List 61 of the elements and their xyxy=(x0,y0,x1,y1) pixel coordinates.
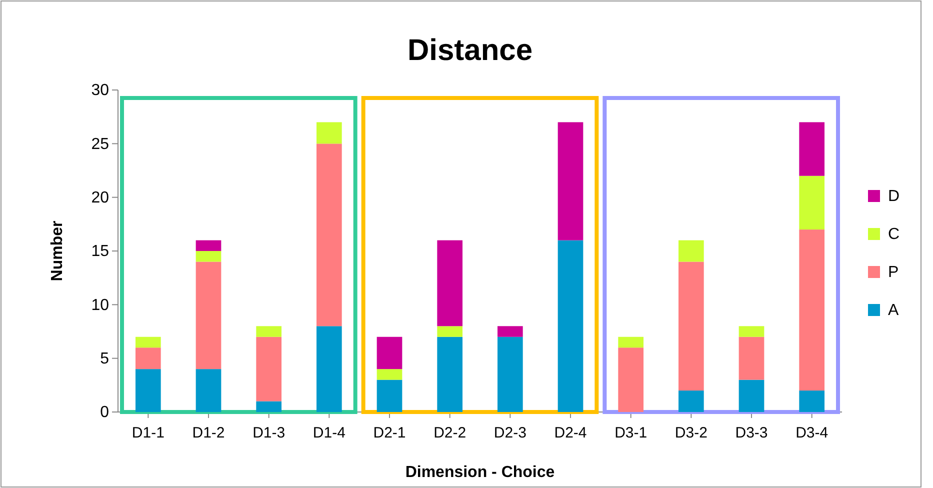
bar xyxy=(497,336,523,412)
x-tick-label: D1-2 xyxy=(192,424,225,442)
legend-label: P xyxy=(888,264,899,281)
x-tick-label: D1-3 xyxy=(252,424,286,442)
bar xyxy=(376,336,402,370)
bar xyxy=(678,262,704,391)
bar xyxy=(618,336,644,348)
x-tick-label: D3-3 xyxy=(735,424,768,442)
bar xyxy=(316,326,342,412)
bar xyxy=(376,380,402,412)
y-tick-label: 10 xyxy=(91,296,110,314)
y-tick-label: 20 xyxy=(91,189,110,206)
bar xyxy=(135,336,161,348)
bar xyxy=(256,336,282,402)
bar xyxy=(558,122,584,240)
bar xyxy=(196,251,222,262)
bar xyxy=(256,401,282,412)
bar xyxy=(738,326,764,337)
legend-label: D xyxy=(888,188,900,205)
bar xyxy=(196,240,222,251)
bar xyxy=(497,326,523,337)
bar xyxy=(799,122,825,176)
x-tick-label: D3-2 xyxy=(674,424,708,442)
bar xyxy=(437,336,463,412)
bar xyxy=(799,176,825,230)
y-tick-label: 30 xyxy=(91,82,110,100)
bar xyxy=(437,326,463,337)
bar xyxy=(437,240,463,326)
x-tick-label: D2-3 xyxy=(494,424,526,442)
x-tick-label: D2-1 xyxy=(373,424,406,442)
y-tick-label: 15 xyxy=(91,243,110,260)
bar xyxy=(738,380,764,412)
bar xyxy=(135,369,161,412)
legend-label: A xyxy=(888,302,899,319)
x-tick-label: D2-4 xyxy=(554,424,587,442)
x-tick-label: D1-4 xyxy=(312,424,346,442)
bar xyxy=(135,348,161,370)
bar xyxy=(678,390,704,412)
legend-label: C xyxy=(888,226,900,243)
bar xyxy=(618,348,644,412)
x-tick-label: D3-4 xyxy=(796,424,828,442)
x-tick-label: D1-1 xyxy=(132,424,164,442)
bar xyxy=(558,240,584,412)
x-axis-title: Dimension - Choice xyxy=(405,464,555,481)
bar xyxy=(316,144,342,326)
chart-title: Distance xyxy=(407,34,533,67)
y-tick-label: 25 xyxy=(91,136,110,153)
bar xyxy=(316,122,342,144)
bar xyxy=(799,230,825,391)
bar xyxy=(678,240,704,262)
bar xyxy=(376,369,402,380)
x-tick-label: D2-2 xyxy=(434,424,466,442)
bar xyxy=(196,369,222,412)
x-tick-label: D3-1 xyxy=(614,424,648,442)
y-axis-title: Number xyxy=(49,220,66,282)
bar xyxy=(196,262,222,370)
bar xyxy=(256,326,282,337)
bar xyxy=(738,336,764,380)
bar xyxy=(799,390,825,412)
y-tick-label: 5 xyxy=(100,350,110,368)
y-tick-label: 0 xyxy=(100,404,110,422)
